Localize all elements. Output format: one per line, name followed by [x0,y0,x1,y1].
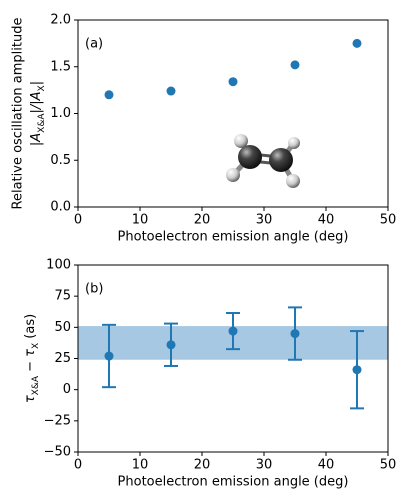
point [291,60,300,69]
y-tick-label: 1.5 [50,59,71,74]
label-part: |/|A [29,91,44,113]
point [353,39,362,48]
point [167,340,176,349]
point [229,77,238,86]
y-tick-label: 50 [54,320,71,335]
y-tick-label: −50 [44,445,71,460]
y-tick-label: 2.0 [50,13,71,28]
x-tick-label: 0 [74,213,82,228]
label-part: − τ [23,349,38,376]
point [105,352,114,361]
molecule-illustration [226,134,300,188]
y-tick-label: 1.0 [50,106,71,121]
x-tick-label: 20 [194,458,211,473]
point [105,90,114,99]
y-tick-label: 25 [54,351,71,366]
x-tick-label: 30 [256,458,273,473]
label-part: X&A [37,113,47,133]
x-tick-label: 40 [318,458,335,473]
x-tick-label: 20 [194,213,211,228]
y-tick-label: 75 [54,289,71,304]
y-tick-label: 0 [63,382,71,397]
point [353,365,362,374]
point [167,87,176,96]
label-part: τ [23,395,38,403]
label-part: |A [29,133,44,146]
y-axis-label-math: τX&A − τX (as) [23,314,41,403]
point [229,327,238,336]
panel-label: (a) [85,37,103,52]
y-tick-label: 0.0 [50,200,71,215]
x-tick-label: 50 [380,213,397,228]
y-tick-label: −25 [44,413,71,428]
label-part: | [29,81,44,85]
point [291,329,300,338]
label-part: (as) [23,314,38,343]
x-axis-label: Photoelectron emission angle (deg) [118,475,349,490]
x-tick-label: 30 [256,213,273,228]
y-axis-label: Relative oscillation amplitude [11,18,26,210]
y-tick-label: 100 [46,258,71,273]
x-tick-label: 0 [74,458,82,473]
page: {"chart_data": [ {"type": "scatter", "an… [0,0,397,494]
x-axis-label: Photoelectron emission angle (deg) [118,230,349,245]
x-tick-label: 40 [318,213,335,228]
x-tick-label: 10 [132,213,149,228]
y-axis-label-math: |AX&A|/|AX| [29,81,47,146]
y-tick-label: 0.5 [50,153,71,168]
x-tick-label: 50 [380,458,397,473]
figure: 0 10 20 30 40 50 0.0 0.5 1.0 1.5 2.0 Photoelectron … [0,0,397,494]
panel-label: (b) [85,282,103,297]
label-part: X&A [31,375,41,395]
x-tick-label: 10 [132,458,149,473]
